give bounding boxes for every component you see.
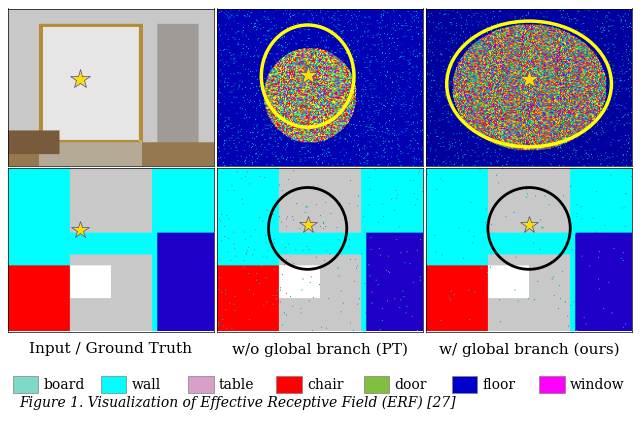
Text: w/ global branch (ours): w/ global branch (ours) [439,342,620,357]
Text: w/o global branch (PT): w/o global branch (PT) [232,342,408,357]
Text: Input / Ground Truth: Input / Ground Truth [29,342,193,356]
Text: window: window [570,378,625,391]
Text: table: table [219,378,255,391]
Text: wall: wall [131,378,161,391]
Text: floor: floor [483,378,515,391]
Text: chair: chair [307,378,343,391]
Text: Figure 1. Visualization of Effective Receptive Field (ERF) [27]: Figure 1. Visualization of Effective Rec… [19,396,456,410]
Text: board: board [44,378,85,391]
Text: door: door [395,378,427,391]
